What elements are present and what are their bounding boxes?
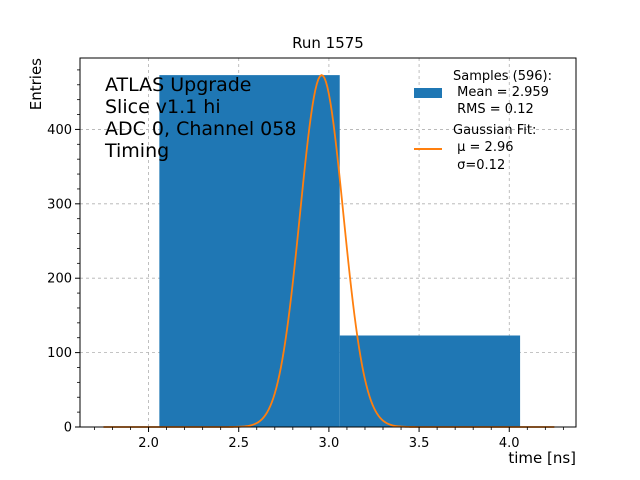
legend-fit-line: Gaussian Fit: [453, 123, 536, 138]
histogram-bar [339, 335, 521, 427]
legend-fit-line: μ = 2.96 [453, 140, 514, 155]
x-tick-label: 2.0 [138, 436, 159, 451]
axis-ticks: 2.0 2.5 3.0 3.5 4.0 0 100 200 300 400 [47, 69, 564, 451]
x-tick-label: 2.5 [228, 436, 249, 451]
y-axis-label: Entries [27, 58, 45, 110]
y-tick-label: 0 [64, 421, 72, 436]
chart-title: Run 1575 [292, 34, 364, 52]
legend: Samples (596): Mean = 2.959 RMS = 0.12 G… [414, 69, 552, 173]
histogram-bars [159, 75, 521, 427]
y-tick-label: 200 [47, 272, 72, 287]
histogram-bar [159, 75, 340, 427]
annotation-line: ATLAS Upgrade [105, 74, 251, 96]
legend-fit-line: σ=0.12 [453, 158, 505, 173]
legend-hist-swatch [414, 88, 442, 98]
annotation-text: ATLAS Upgrade Slice v1.1 hi ADC 0, Chann… [104, 74, 296, 162]
x-axis-label: time [ns] [508, 449, 576, 467]
x-tick-label: 3.0 [319, 436, 340, 451]
x-tick-label: 3.5 [409, 436, 430, 451]
y-tick-label: 100 [47, 346, 72, 361]
y-tick-label: 300 [47, 197, 72, 212]
plot-frame [79, 57, 577, 428]
annotation-line: Slice v1.1 hi [105, 96, 221, 118]
legend-hist-line: Mean = 2.959 [453, 85, 549, 100]
y-tick-label: 400 [47, 123, 72, 138]
legend-hist-line: RMS = 0.12 [453, 102, 534, 117]
legend-hist-line: Samples (596): [453, 69, 552, 84]
annotation-line: ADC 0, Channel 058 [105, 118, 296, 140]
annotation-line: Timing [104, 140, 169, 162]
x-tick-label: 4.0 [499, 436, 520, 451]
